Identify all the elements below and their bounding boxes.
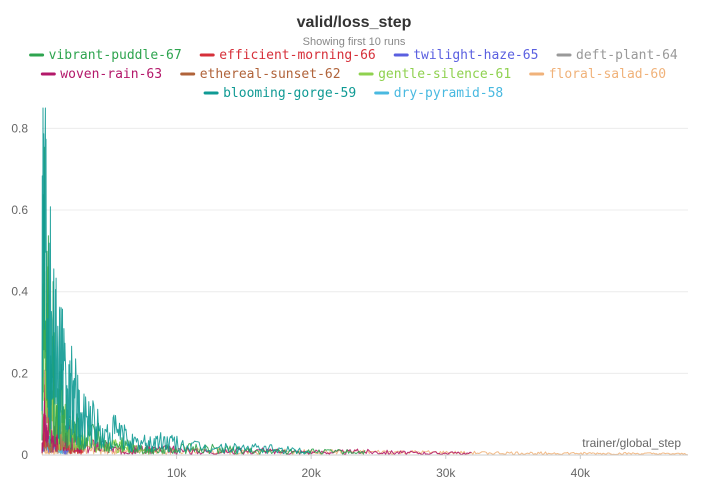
series-line-blooming-gorge-59 (41, 107, 311, 455)
y-tick-label: 0.6 (11, 203, 28, 217)
legend[interactable]: vibrant-puddle-67 efficient-morning-66 twi… (29, 48, 678, 101)
legend-label: floral-salad-60 (549, 67, 666, 82)
y-tick-label: 0.8 (11, 121, 28, 135)
chart-title: valid/loss_step (297, 14, 412, 31)
legend-item[interactable]: deft-plant-64 (556, 48, 678, 63)
x-tick-label: 20k (301, 466, 321, 480)
gridlines (42, 127, 688, 456)
y-tick-label: 0 (21, 448, 28, 462)
legend-item[interactable]: gentle-silence-61 (358, 67, 511, 82)
x-tick-label: 10k (167, 466, 187, 480)
series-layer (41, 107, 688, 456)
legend-label: dry-pyramid-58 (394, 86, 504, 101)
legend-item[interactable]: twilight-haze-65 (393, 48, 538, 63)
legend-label: deft-plant-64 (576, 48, 678, 63)
series-line-woven-rain-63 (41, 369, 472, 456)
legend-label: vibrant-puddle-67 (49, 48, 182, 63)
legend-label: gentle-silence-61 (378, 67, 511, 82)
legend-item[interactable]: dry-pyramid-58 (374, 86, 504, 101)
legend-label: blooming-gorge-59 (223, 86, 356, 101)
x-tick-label: 30k (436, 466, 456, 480)
legend-item[interactable]: woven-rain-63 (40, 67, 162, 82)
legend-label: efficient-morning-66 (219, 48, 376, 63)
x-tick-label: 40k (571, 466, 591, 480)
legend-label: ethereal-sunset-62 (200, 67, 341, 82)
y-tick-label: 0.4 (11, 285, 28, 299)
legend-item[interactable]: ethereal-sunset-62 (180, 67, 341, 82)
x-axis-label: trainer/global_step (582, 436, 681, 450)
axes: 0 0.2 0.4 0.6 0.8 10k 20k 30k 40k (11, 121, 688, 480)
legend-label: twilight-haze-65 (413, 48, 538, 63)
legend-item[interactable]: floral-salad-60 (529, 67, 666, 82)
chart-subtitle: Showing first 10 runs (303, 36, 406, 48)
legend-item[interactable]: blooming-gorge-59 (203, 86, 356, 101)
legend-label: woven-rain-63 (60, 67, 162, 82)
legend-item[interactable]: efficient-morning-66 (199, 48, 376, 63)
legend-item[interactable]: vibrant-puddle-67 (29, 48, 182, 63)
y-tick-label: 0.2 (11, 366, 28, 380)
